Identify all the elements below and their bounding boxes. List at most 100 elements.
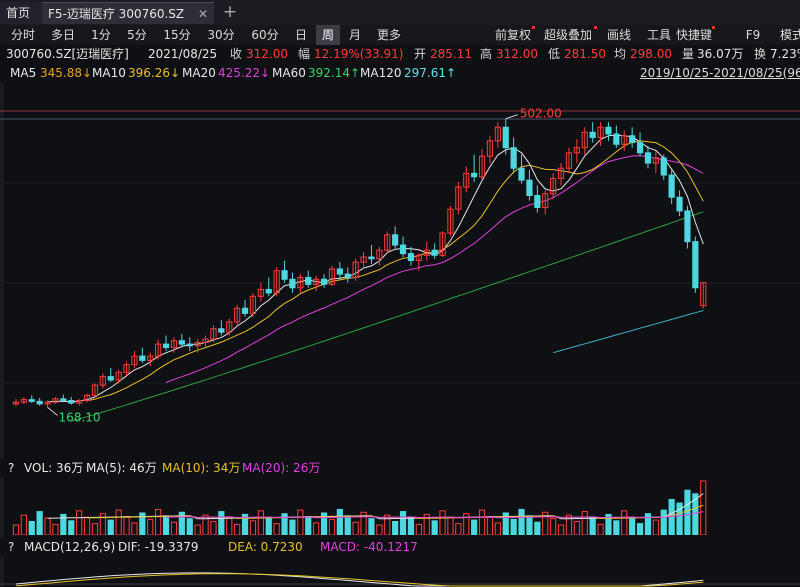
macd-chart[interactable] [0,556,800,587]
candle-up [313,278,320,285]
candle-up [123,364,130,373]
candle-down [684,210,691,243]
add-tab-icon[interactable]: + [222,2,238,22]
tab-stock[interactable]: F5-迈瑞医疗 300760.SZ ✕ [42,2,214,24]
volume-label: 量 [682,47,695,61]
candle-up [52,398,59,403]
tools-button[interactable]: 工具 [646,28,671,42]
volume-bar-up [376,524,383,535]
f9-button[interactable]: F9 [745,28,761,42]
candle-down [471,172,478,178]
volume-bar-up [652,519,659,535]
candle-up [565,152,573,169]
volume-title: VOL: 36万 [24,461,84,475]
candle-up [170,340,178,349]
turnover-label: 换 [754,47,767,61]
candle-down [668,174,675,198]
candle-up [202,338,209,343]
candle-down [660,157,667,176]
candle-up [573,147,580,154]
volume-bar-down [107,519,114,535]
tab-home-label: 首页 [6,6,31,20]
volume-bar-up [155,508,162,535]
overlay-button[interactable]: 超级叠加 [538,25,598,45]
date-range[interactable]: 2019/10/25-2021/08/25(96) [640,66,800,80]
left-scroll-rail[interactable] [0,83,4,587]
candle-up [478,155,486,178]
candle-up [550,177,557,195]
ma60-label: MA60 [272,66,306,80]
volume-bar-down [368,518,375,535]
volume-bar-down [218,511,225,535]
volume-chart[interactable] [0,477,800,535]
period-multiday[interactable]: 多日 [50,28,75,42]
candle-down [28,399,35,402]
volume-bar-up [573,521,580,535]
period-5min[interactable]: 5分 [127,28,147,42]
period-30min[interactable]: 30分 [207,28,235,42]
high-label: 高 [480,47,493,61]
candle-down [265,288,272,294]
adjust-button[interactable]: 前复权 [490,25,536,45]
candle-down [510,147,517,169]
volume-bar-up [621,510,628,535]
candle-up [297,277,304,289]
volume-ma5: MA(5): 46万 [86,461,157,475]
ma20-label: MA20 [182,66,216,80]
ma120-value: 297.61↑ [404,66,457,80]
volume-bar-up [439,510,446,535]
candle-up [91,384,99,396]
candle-down [241,307,249,314]
macd-panel-header: ? MACD(12,26,9) DIF: -19.3379 DEA: 0.723… [0,538,800,556]
candle-up [226,321,233,333]
volume-bar-up [447,516,454,535]
shortcut-button[interactable]: 快捷键 [672,25,716,45]
candle-up [376,249,383,260]
open-label: 开 [414,47,427,61]
period-15min[interactable]: 15分 [163,28,191,42]
period-1min[interactable]: 1分 [91,28,111,42]
period-more[interactable]: 更多 [376,28,401,42]
avg-label: 均 [614,47,627,61]
macd-help-icon[interactable]: ? [8,540,15,554]
mode-button[interactable]: 模式 [779,28,800,42]
candle-down [336,268,343,275]
candle-up [155,343,162,357]
candle-up [494,126,501,142]
candle-up [273,270,280,294]
candle-down [392,234,399,246]
draw-button[interactable]: 画线 [606,28,631,42]
period-month[interactable]: 月 [348,28,361,42]
ma5-label: MA5 [10,66,37,80]
low-value: 281.50 [564,47,606,61]
ma10-line [86,140,704,402]
candle-down [407,253,415,261]
candle-down [613,133,620,145]
candlestick-chart[interactable]: 502.00 168.10 [0,83,800,459]
volume-bar-down [605,513,612,535]
period-intraday[interactable]: 分时 [10,28,35,42]
tab-home[interactable]: 首页 [0,2,42,24]
candle-up [597,126,604,138]
volume-bar-down [344,515,351,535]
close-icon[interactable]: ✕ [197,7,208,21]
macd-dea-line [15,573,704,587]
volume-bar-up [194,524,201,535]
candle-down [526,179,533,197]
volume-bar-up [83,516,91,535]
volume-help-icon[interactable]: ? [8,461,15,475]
period-day[interactable]: 日 [294,28,307,42]
volume-bar-up [384,514,391,535]
candle-down [178,340,185,345]
ma5-value: 345.88↓ [40,66,93,80]
candle-up [194,341,201,347]
period-60min[interactable]: 60分 [251,28,279,42]
period-week[interactable]: 周 [316,25,340,45]
candle-up [384,234,391,251]
volume-bar-up [123,516,130,535]
volume-bar-up [170,521,178,535]
volume-bar-up [20,514,27,535]
volume-bar-down [431,520,438,535]
ma-legend-bar: MA5 345.88↓ MA10 396.26↓ MA20 425.22↓ MA… [0,64,800,83]
volume-bar-up [12,524,20,535]
